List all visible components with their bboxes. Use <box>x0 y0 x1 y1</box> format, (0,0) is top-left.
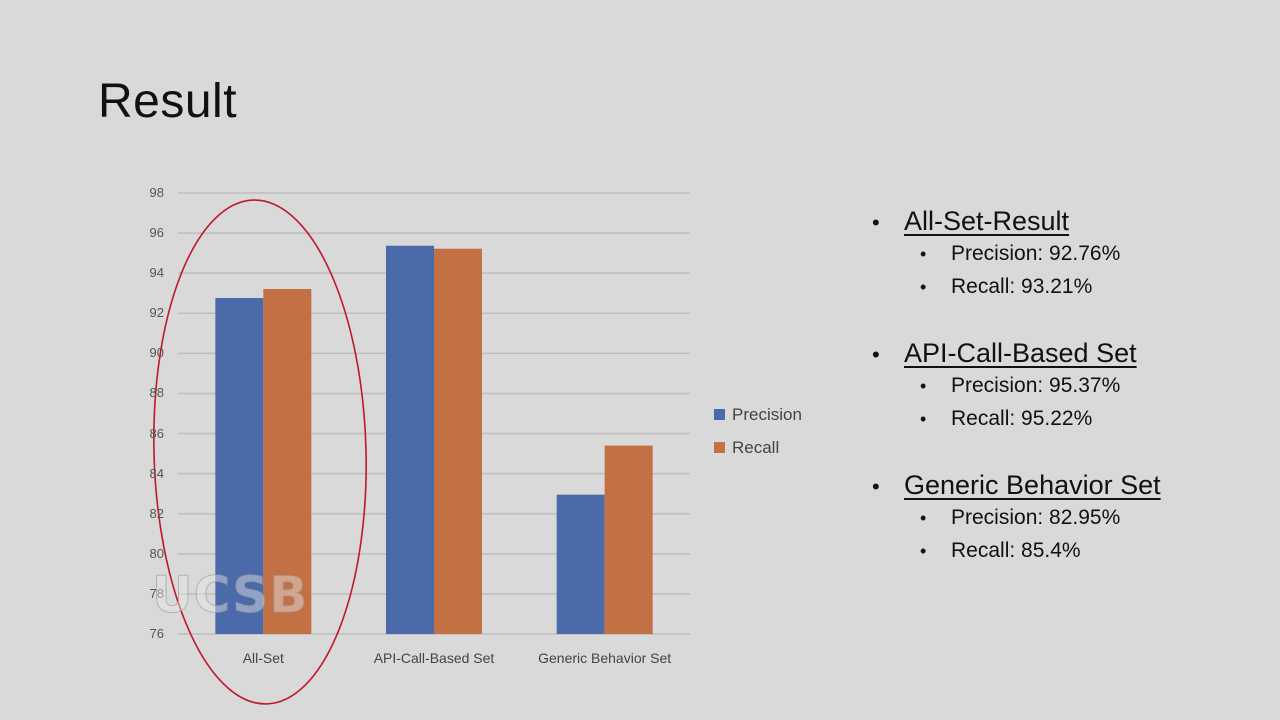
chart-plot-area <box>153 192 690 705</box>
metric-text: Precision: 92.76% <box>951 242 1121 265</box>
y-tick-label: 92 <box>149 305 164 321</box>
bullet-icon: • <box>920 244 927 264</box>
y-tick-label: 84 <box>149 465 164 481</box>
metric-recall: • Recall: 93.21% <box>872 275 1161 308</box>
metric-precision: • Precision: 82.95% <box>872 506 1161 539</box>
x-category-label: API-Call-Based Set <box>373 650 495 666</box>
metric-precision: • Precision: 95.37% <box>872 374 1161 407</box>
x-category-label: Generic Behavior Set <box>538 650 672 666</box>
metric-text: Precision: 82.95% <box>951 506 1121 529</box>
result-group-api-call-based: • API-Call-Based Set • Precision: 95.37%… <box>872 338 1161 440</box>
bullet-icon: • <box>920 277 927 297</box>
legend-item-precision: Precision <box>714 398 802 431</box>
bar-chart: 76 78 80 82 84 86 88 90 92 94 96 98 All-Set API-Call… <box>149 185 802 705</box>
group-title: API-Call-Based Set <box>904 338 1137 368</box>
bar-precision <box>215 298 264 634</box>
legend-label: Recall <box>732 437 780 457</box>
bullet-icon: • <box>920 508 927 528</box>
bar-recall <box>604 445 653 634</box>
metric-recall: • Recall: 85.4% <box>872 539 1161 572</box>
y-tick-label: 90 <box>149 345 164 361</box>
y-tick-label: 98 <box>149 185 164 200</box>
metric-text: Recall: 85.4% <box>951 539 1081 562</box>
bar-recall <box>434 248 482 634</box>
y-tick-label: 86 <box>149 425 164 441</box>
bar-recall <box>263 289 312 634</box>
bullet-icon: • <box>920 541 927 561</box>
slide-title: Result <box>98 75 238 128</box>
legend-label: Precision <box>732 404 802 424</box>
y-tick-label: 76 <box>149 626 164 641</box>
bullet-icon: • <box>920 409 927 429</box>
metric-text: Recall: 93.21% <box>951 275 1093 298</box>
result-group-generic-behavior: • Generic Behavior Set • Precision: 82.9… <box>872 470 1161 572</box>
y-tick-label: 96 <box>149 225 164 241</box>
metric-precision: • Precision: 92.76% <box>872 242 1161 275</box>
y-tick-label: 88 <box>149 385 164 401</box>
bullet-icon: • <box>872 342 880 367</box>
y-tick-label: 80 <box>149 545 164 561</box>
results-list: • All-Set-Result • Precision: 92.76% • R… <box>872 206 1161 602</box>
y-tick-label: 78 <box>149 585 164 601</box>
bullet-icon: • <box>872 474 880 499</box>
bullet-icon: • <box>920 376 927 396</box>
ucsb-watermark: UCSB <box>151 566 309 625</box>
chart-legend: Precision Recall <box>714 398 802 464</box>
recall-swatch-icon <box>714 442 725 453</box>
bar-precision <box>556 494 605 634</box>
y-tick-label: 94 <box>149 265 164 281</box>
highlight-ellipse-annotation <box>153 199 367 705</box>
x-category-label: All-Set <box>242 650 284 666</box>
legend-item-recall: Recall <box>714 431 802 464</box>
group-title: Generic Behavior Set <box>904 470 1161 500</box>
precision-swatch-icon <box>714 409 725 420</box>
metric-recall: • Recall: 95.22% <box>872 407 1161 440</box>
group-title: All-Set-Result <box>904 206 1070 236</box>
metric-text: Recall: 95.22% <box>951 407 1093 430</box>
y-tick-label: 82 <box>149 505 164 521</box>
result-group-all-set: • All-Set-Result • Precision: 92.76% • R… <box>872 206 1161 308</box>
metric-text: Precision: 95.37% <box>951 374 1121 397</box>
bar-precision <box>386 245 434 634</box>
bullet-icon: • <box>872 210 880 235</box>
